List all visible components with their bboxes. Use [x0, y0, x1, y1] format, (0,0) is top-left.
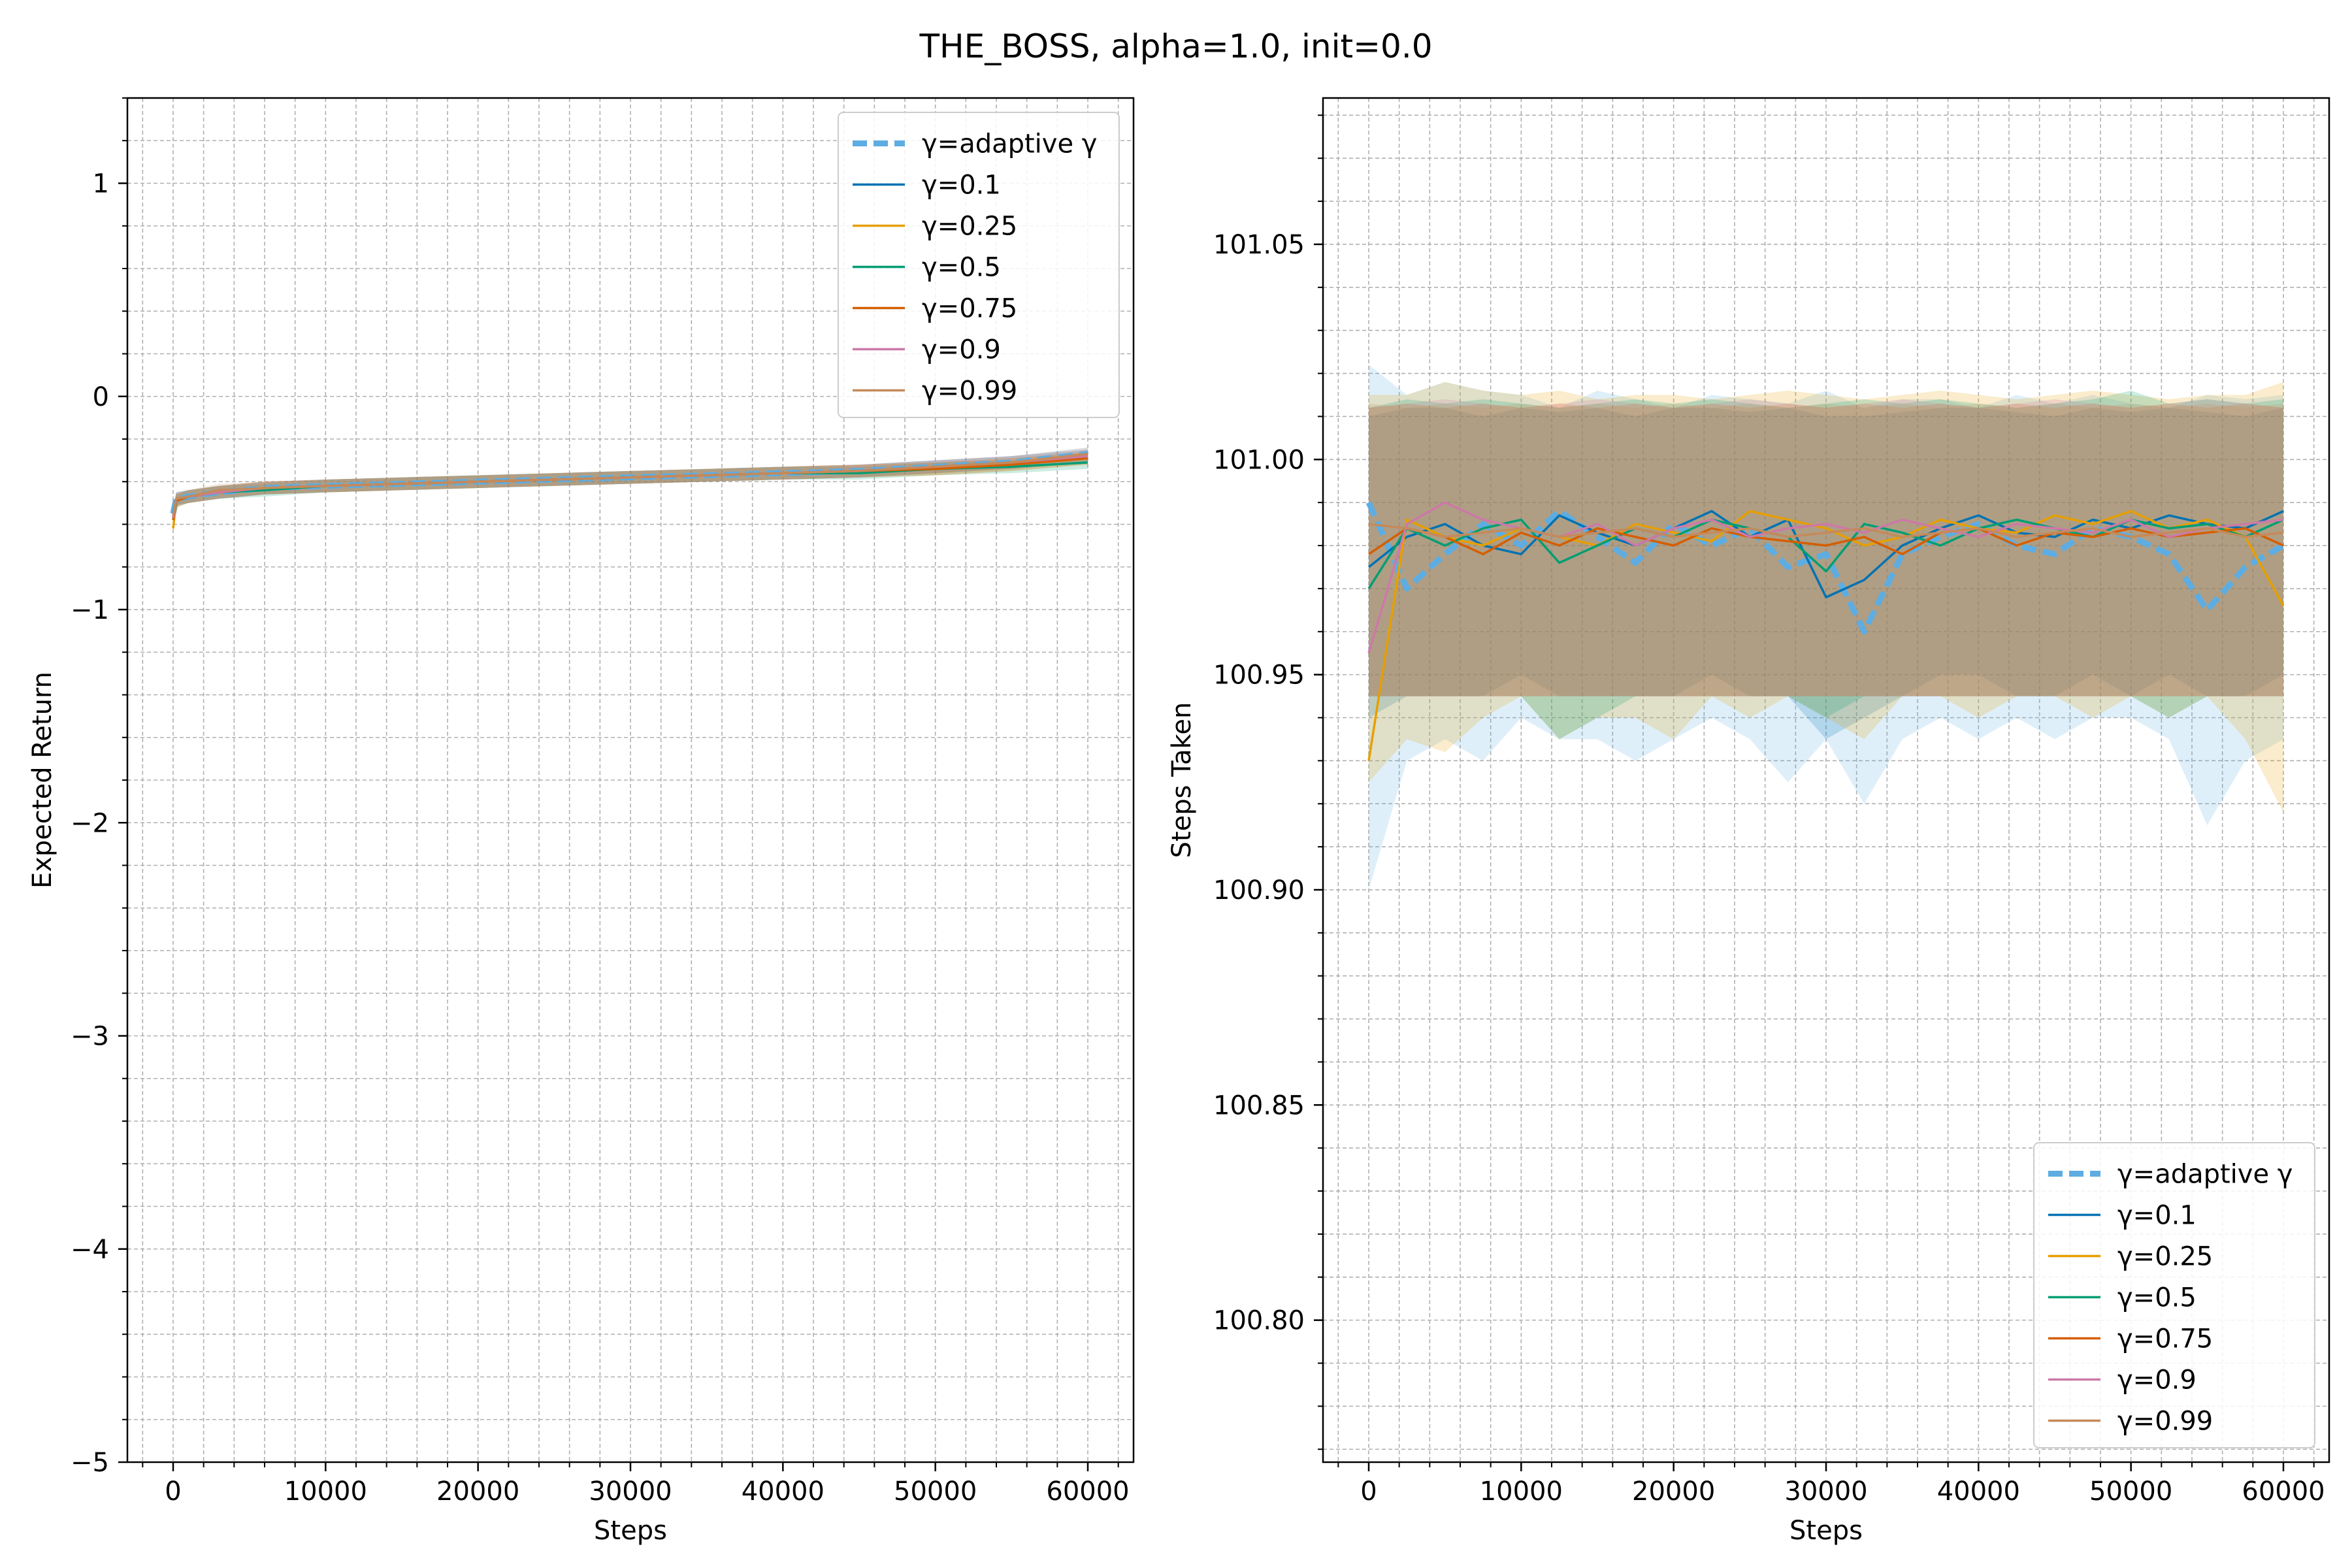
legend-label: γ=0.9 — [2117, 1365, 2197, 1396]
series-band — [173, 448, 1088, 520]
x-tick-label: 50000 — [2089, 1477, 2172, 1507]
series-band — [173, 449, 1088, 523]
series-line — [1368, 523, 2284, 538]
y-axis-label: Steps Taken — [1167, 702, 1197, 858]
legend-label: γ=0.9 — [922, 335, 1001, 365]
x-tick-label: 60000 — [1046, 1477, 1129, 1507]
y-tick-label: −1 — [71, 595, 109, 625]
grid — [1323, 98, 2329, 1462]
legend-label: γ=adaptive γ — [922, 129, 1097, 159]
series-band — [1369, 408, 2283, 740]
plot-area — [170, 448, 1088, 535]
x-tick-label: 10000 — [1480, 1477, 1563, 1507]
y-tick-label: 100.90 — [1213, 875, 1305, 906]
y-tick-label: 0 — [93, 382, 109, 412]
legend-label: γ=0.75 — [922, 294, 1017, 324]
legend: γ=adaptive γ γ=0.1 γ=0.25 γ=0.5 γ=0.75 γ=0.9 γ… — [838, 112, 1120, 418]
y-tick-label: −3 — [71, 1022, 109, 1052]
y-tick-label: 100.95 — [1213, 661, 1305, 691]
legend-label: γ=0.1 — [2117, 1201, 2197, 1231]
y-tick-label: −4 — [71, 1235, 109, 1265]
legend-label: γ=0.25 — [2117, 1242, 2213, 1272]
x-tick-label: 60000 — [2242, 1477, 2325, 1507]
figure-title: THE_BOSS, alpha=1.0, init=0.0 — [919, 27, 1432, 65]
chart-expected-return: 0 10000 20000 30000 40000 50000 60000 −5 −4 −3 −2 −… — [27, 97, 1135, 1546]
x-tick-label: 20000 — [1632, 1477, 1715, 1507]
y-tick-label: 101.00 — [1213, 445, 1305, 475]
x-tick-label: 0 — [1360, 1477, 1377, 1507]
x-tick-label: 10000 — [284, 1477, 367, 1507]
legend-label: γ=0.99 — [922, 376, 1017, 406]
legend-label: γ=0.99 — [2117, 1407, 2213, 1437]
y-tick-label: 101.05 — [1213, 230, 1305, 260]
legend-label: γ=0.75 — [2117, 1324, 2213, 1354]
legend-box — [2033, 1142, 2315, 1448]
x-tick-label: 0 — [165, 1477, 181, 1507]
legend-label: γ=0.1 — [922, 171, 1001, 201]
y-tick-label: −2 — [71, 808, 109, 838]
legend-label: γ=0.25 — [922, 212, 1017, 242]
series-band — [1369, 403, 2283, 696]
x-axis-label: Steps — [594, 1516, 667, 1546]
x-axis-label: Steps — [1789, 1516, 1863, 1546]
y-tick-label: 1 — [93, 169, 109, 199]
series-line — [172, 453, 1088, 516]
y-axis-label: Expected Return — [27, 672, 57, 889]
x-tick-label: 50000 — [894, 1477, 977, 1507]
series-band — [1369, 365, 2283, 890]
grid — [127, 97, 1134, 1463]
x-tick-label: 40000 — [742, 1477, 825, 1507]
x-tick-label: 20000 — [436, 1477, 519, 1507]
x-tick-label: 30000 — [589, 1477, 672, 1507]
series-band — [1369, 390, 2283, 740]
y-tick-label: −5 — [71, 1448, 109, 1478]
x-tick-label: 30000 — [1784, 1477, 1867, 1507]
series-band — [1369, 399, 2283, 696]
legend-label: γ=adaptive γ — [2117, 1160, 2293, 1190]
y-tick-label: 100.85 — [1213, 1090, 1305, 1120]
series-band — [1369, 403, 2283, 696]
legend-label: γ=0.5 — [2117, 1283, 2197, 1313]
legend-box — [838, 112, 1120, 418]
plot-area — [1365, 365, 2285, 890]
x-tick-label: 40000 — [1937, 1477, 2020, 1507]
legend: γ=adaptive γ γ=0.1 γ=0.25 γ=0.5 γ=0.75 γ=0.9 γ… — [2033, 1142, 2315, 1448]
legend-label: γ=0.5 — [922, 253, 1001, 283]
series-line — [1368, 527, 2284, 555]
y-tick-label: 100.80 — [1213, 1306, 1305, 1336]
chart-steps-taken: 0 10000 20000 30000 40000 50000 60000 100.80 100… — [1167, 97, 2330, 1546]
series-band — [173, 448, 1088, 523]
